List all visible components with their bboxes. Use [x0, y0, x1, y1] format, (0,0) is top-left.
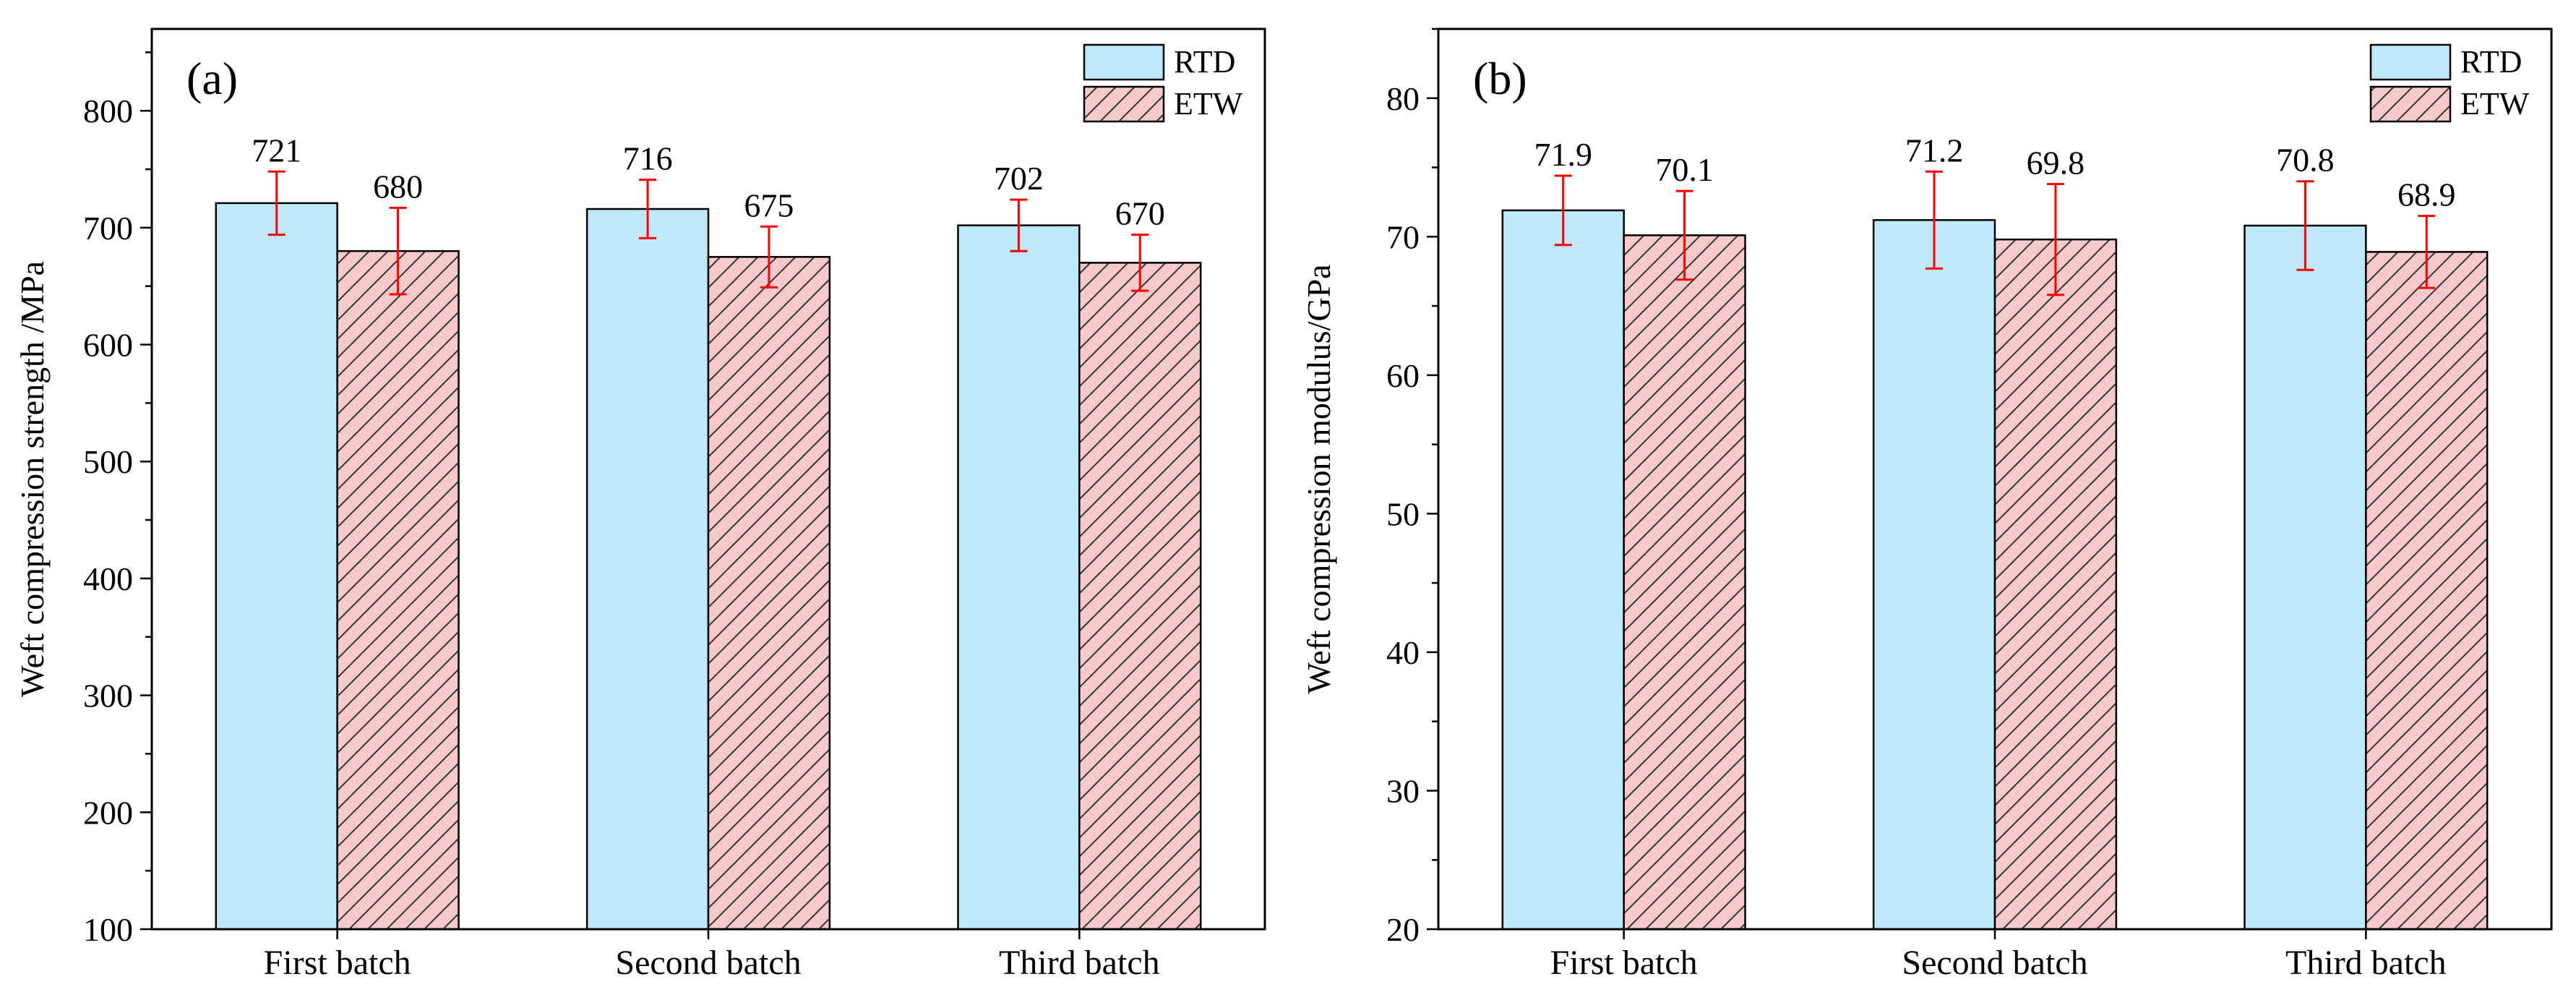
- bar-rtd-3: [957, 224, 1081, 931]
- data-label-rtd-1: 71.9: [1534, 136, 1592, 173]
- x-tick-label-3: Third batch: [2285, 944, 2447, 982]
- data-label-etw-1: 70.1: [1655, 151, 1714, 188]
- x-tick-label-1: First batch: [264, 944, 411, 982]
- legend-label-rtd: RTD: [2460, 44, 2522, 80]
- error-bar-rtd-3: [1010, 198, 1028, 252]
- y-tick-label-500: 500: [83, 443, 133, 480]
- y-axis-title: Weft compression strength /MPa: [14, 261, 51, 697]
- error-bar-rtd-1: [1554, 174, 1572, 247]
- data-label-rtd-2: 71.2: [1905, 132, 1964, 168]
- error-bar-rtd-2: [1925, 170, 1944, 270]
- data-label-rtd-2: 716: [623, 140, 673, 177]
- bar-rtd-3: [2244, 224, 2367, 931]
- bar-rtd-1: [215, 202, 338, 931]
- y-tick-label-400: 400: [83, 560, 133, 597]
- y-tick-label-600: 600: [83, 327, 133, 364]
- plot-frame: [150, 27, 1266, 931]
- y-tick-label-200: 200: [83, 794, 133, 831]
- legend-label-etw: ETW: [2460, 86, 2530, 121]
- y-tick-label-70: 70: [1386, 218, 1420, 255]
- data-label-rtd-3: 702: [994, 160, 1044, 197]
- bar-etw-1: [336, 249, 460, 931]
- data-label-etw-2: 675: [744, 187, 794, 223]
- error-bar-rtd-3: [2296, 180, 2314, 271]
- bar-etw-3: [2365, 251, 2489, 931]
- legend-label-rtd: RTD: [1174, 44, 1235, 80]
- legend: RTD ETW: [2369, 43, 2530, 123]
- legend-label-etw: ETW: [1174, 86, 1243, 121]
- y-tick-label-20: 20: [1386, 911, 1420, 948]
- bar-etw-2: [1993, 238, 2118, 931]
- panel-label: (a): [186, 53, 238, 104]
- y-tick-label-30: 30: [1386, 772, 1420, 809]
- bar-etw-1: [1623, 234, 1746, 931]
- y-tick-label-700: 700: [83, 210, 133, 247]
- data-label-etw-3: 68.9: [2397, 176, 2456, 213]
- error-bar-etw-3: [2418, 215, 2436, 289]
- data-label-etw-3: 670: [1115, 195, 1165, 232]
- y-axis-title: Weft compression modulus/GPa: [1300, 264, 1337, 693]
- y-tick-label-80: 80: [1386, 80, 1420, 117]
- bar-rtd-1: [1501, 209, 1625, 931]
- error-bar-etw-1: [1675, 189, 1693, 281]
- y-tick-label-60: 60: [1386, 357, 1420, 394]
- y-tick-label-800: 800: [83, 93, 133, 129]
- x-tick-label-2: Second batch: [1902, 944, 2087, 982]
- chart-panel-b: 71.9 70.1 First batch 71.2 69.8 Second batch 7…: [1300, 27, 2553, 982]
- error-bar-etw-2: [760, 225, 778, 289]
- bar-rtd-2: [585, 208, 710, 931]
- bar-etw-2: [707, 256, 831, 931]
- bar-rtd-2: [1872, 219, 1996, 931]
- legend-swatch-rtd: [1083, 43, 1165, 81]
- chart-panel-a: 721 680 First batch 716 675 Second batch 702 67…: [14, 27, 1266, 982]
- bar-etw-3: [1078, 262, 1202, 931]
- legend-swatch-etw: [2369, 85, 2452, 123]
- x-tick-label-2: Second batch: [615, 944, 801, 982]
- y-tick-label-50: 50: [1386, 495, 1420, 532]
- error-bar-etw-1: [389, 206, 407, 296]
- data-label-rtd-1: 721: [252, 132, 301, 168]
- y-tick-label-300: 300: [83, 678, 133, 714]
- x-tick-label-1: First batch: [1550, 944, 1698, 982]
- legend-swatch-etw: [1083, 85, 1165, 123]
- data-label-etw-1: 680: [373, 168, 423, 205]
- legend-swatch-rtd: [2369, 43, 2452, 81]
- error-bar-rtd-1: [267, 170, 285, 236]
- y-tick-label-40: 40: [1386, 634, 1420, 671]
- data-label-etw-2: 69.8: [2027, 145, 2085, 182]
- plot-frame: [1437, 27, 2553, 931]
- error-bar-etw-2: [2046, 183, 2064, 296]
- legend: RTD ETW: [1083, 43, 1243, 123]
- x-tick-label-3: Third batch: [999, 944, 1160, 982]
- panel-label: (b): [1473, 53, 1527, 104]
- y-tick-label-100: 100: [83, 911, 133, 948]
- error-bar-etw-3: [1131, 234, 1149, 292]
- data-label-rtd-3: 70.8: [2276, 142, 2335, 179]
- error-bar-rtd-2: [639, 179, 657, 239]
